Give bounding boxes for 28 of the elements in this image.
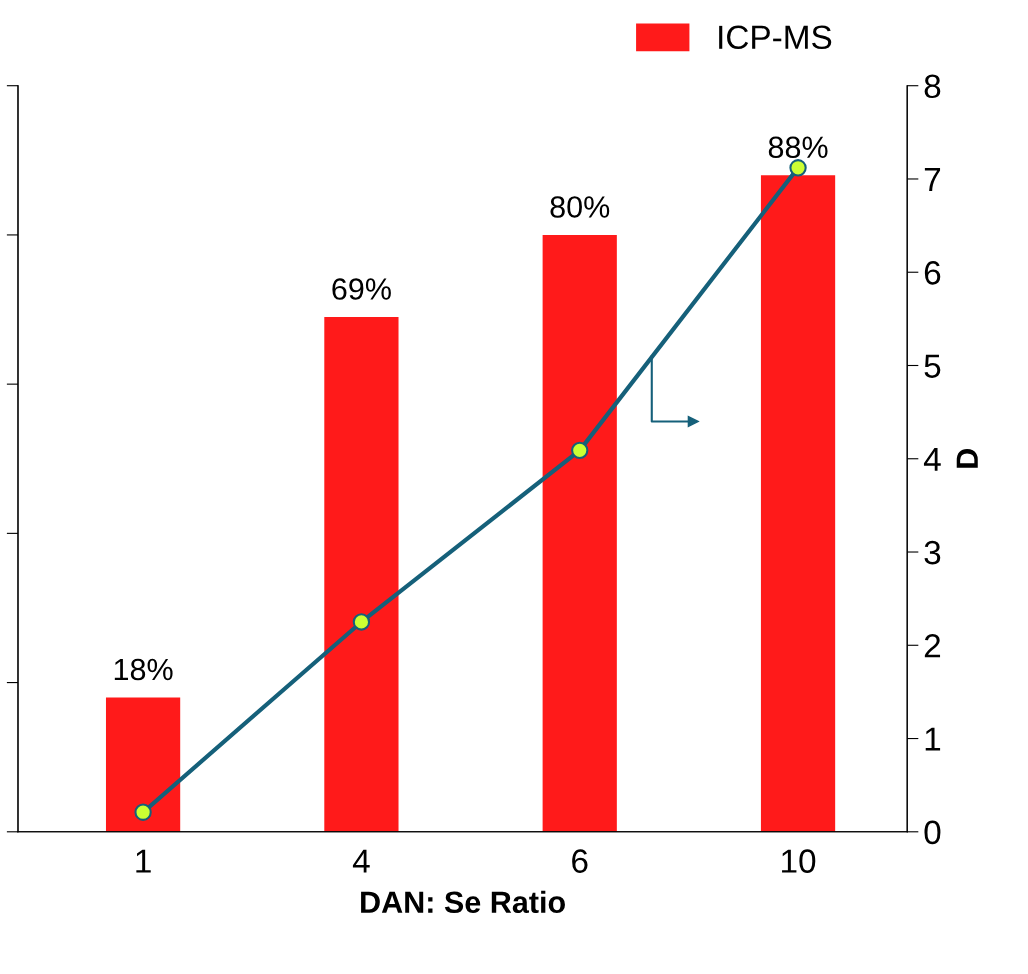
y2-tick-label: 4: [923, 447, 941, 471]
x-axis-title: DAN: Se Ratio: [361, 890, 565, 914]
bar: [542, 234, 617, 832]
y2-tick-label: 6: [924, 261, 941, 285]
data-label: 88%: [768, 136, 828, 159]
x-tick-label: 4: [352, 849, 370, 873]
y2-tick-label: 0: [924, 820, 941, 845]
bar: [760, 175, 836, 832]
data-label: 80%: [550, 196, 610, 218]
bar: [105, 697, 181, 832]
data-label: 18%: [114, 658, 173, 681]
x-tick-label: 10: [782, 849, 816, 873]
legend-label: ICP-MS: [719, 25, 832, 50]
point: [134, 803, 152, 821]
x-tick-label: 6: [572, 849, 588, 873]
data-label: 69%: [332, 278, 391, 300]
y2-tick-label: 3: [924, 540, 941, 565]
y2-tick-label: 7: [924, 168, 941, 192]
y2-tick-label: 5: [924, 354, 941, 378]
y2-tick-label: 1: [925, 727, 941, 751]
bar: [324, 317, 399, 832]
point: [571, 441, 589, 460]
point: [352, 613, 371, 631]
y2-tick-label: 8: [924, 74, 941, 99]
y2-tick-label: 2: [924, 634, 941, 658]
x-tick-label: 1: [136, 849, 151, 873]
point: [789, 159, 807, 177]
y2-axis-title: D: [956, 449, 978, 468]
